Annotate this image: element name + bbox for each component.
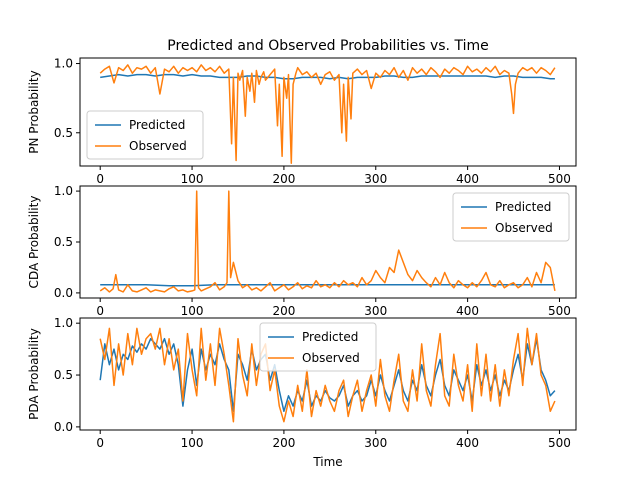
chart-title: Predicted and Observed Probabilities vs.…	[167, 38, 488, 54]
pn-x-tick-label: 500	[548, 172, 571, 186]
pn-axes-frame	[79, 57, 577, 167]
pda-x-tick-label: 400	[456, 436, 479, 450]
pda-y-tick-label: 0.0	[54, 420, 73, 434]
pn-legend: Predicted Observed	[86, 110, 204, 160]
pda-x-tick-label: 100	[181, 436, 204, 450]
pda-axes-frame	[79, 317, 577, 431]
cda-y-axis-label: CDA Probability	[27, 196, 41, 289]
pn-legend-label-observed: Observed	[129, 139, 187, 153]
pda-legend: Predicted Observed	[259, 322, 377, 372]
cda-y-tick-label: 1.0	[54, 184, 73, 198]
cda-legend-label-predicted: Predicted	[495, 200, 551, 214]
cda-probability-panel: 0 100 200 300 400 500 0.0 0.5 1.0 CDA Probabilit…	[27, 184, 577, 318]
cda-legend-label-observed: Observed	[495, 221, 553, 235]
pn-y-tick-label: 1.0	[54, 57, 73, 71]
pda-legend-box	[259, 322, 377, 372]
pda-x-tick-label: 300	[364, 436, 387, 450]
pn-x-tick-label: 400	[456, 172, 479, 186]
cda-x-tick-label: 400	[456, 304, 479, 318]
pn-ticks: 0 100 200 300 400 500 0.5 1.0	[54, 57, 571, 186]
cda-x-tick-label: 300	[364, 304, 387, 318]
pn-x-tick-label: 0	[96, 172, 104, 186]
pn-y-axis-label: PN Probability	[27, 70, 41, 153]
pda-x-tick-label: 0	[96, 436, 104, 450]
cda-legend-box	[452, 192, 570, 242]
pda-ticks: 0 100 200 300 400 500 0.0 0.5 1.0	[54, 316, 571, 450]
cda-x-tick-label: 0	[96, 304, 104, 318]
pn-probability-panel: 0 100 200 300 400 500 0.5 1.0 PN Probability Pr…	[27, 57, 577, 186]
cda-y-tick-label: 0.0	[54, 286, 73, 300]
pda-y-tick-label: 0.5	[54, 368, 73, 382]
pn-series-line-observed	[99, 64, 556, 164]
x-axis-label: Time	[312, 455, 342, 469]
pda-x-tick-label: 200	[272, 436, 295, 450]
pda-y-axis-label: PDA Probability	[27, 328, 41, 420]
pn-y-tick-label: 0.5	[54, 126, 73, 140]
pda-x-tick-label: 500	[548, 436, 571, 450]
pn-series-line-predicted	[100, 73, 555, 80]
cda-ticks: 0 100 200 300 400 500 0.0 0.5 1.0	[54, 184, 571, 318]
pda-plot-lines	[99, 327, 556, 423]
pda-legend-label-observed: Observed	[302, 351, 360, 365]
pn-x-tick-label: 300	[364, 172, 387, 186]
cda-legend: Predicted Observed	[452, 192, 570, 242]
pda-y-tick-label: 1.0	[54, 316, 73, 330]
cda-series-line-observed	[99, 190, 556, 293]
pn-plot-lines	[99, 64, 556, 164]
pn-legend-box	[86, 110, 204, 160]
cda-plot-lines	[99, 190, 556, 293]
cda-x-tick-label: 200	[272, 304, 295, 318]
pda-probability-panel: 0 100 200 300 400 500 0.0 0.5 1.0 PDA Probabilit…	[27, 316, 577, 469]
cda-series-line-predicted	[100, 284, 555, 287]
cda-x-tick-label: 100	[181, 304, 204, 318]
pda-legend-label-predicted: Predicted	[302, 330, 358, 344]
cda-x-tick-label: 500	[548, 304, 571, 318]
pn-x-tick-label: 100	[181, 172, 204, 186]
pn-x-tick-label: 200	[272, 172, 295, 186]
pda-series-line-observed	[99, 327, 556, 423]
pn-legend-label-predicted: Predicted	[129, 118, 185, 132]
cda-y-tick-label: 0.5	[54, 235, 73, 249]
